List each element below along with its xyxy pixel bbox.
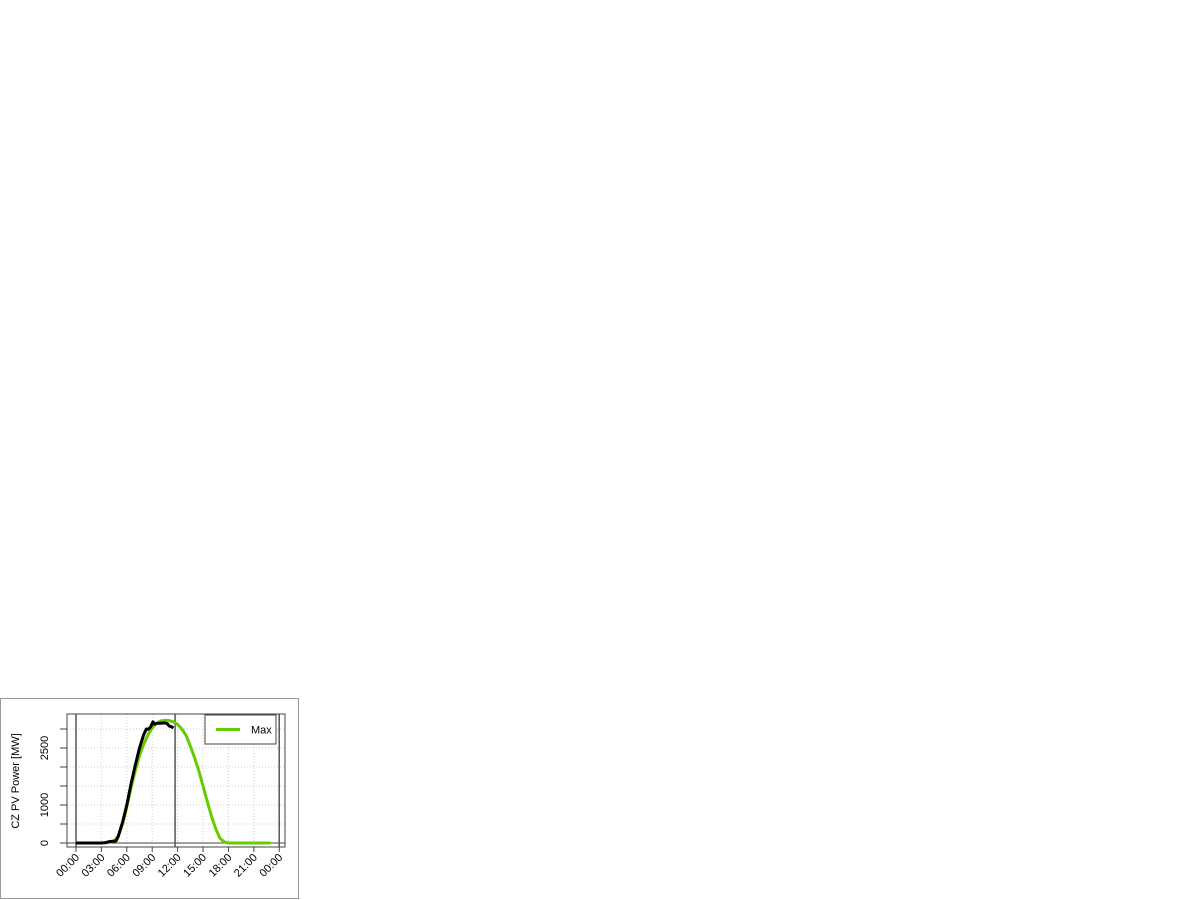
y-tick-label: 2500 (39, 736, 51, 760)
vertical-markers (75, 714, 280, 847)
x-axis: 00:0003:0006:0009:0012:0015:0018:0021:00… (54, 847, 285, 880)
x-tick-label: 12:00 (156, 852, 184, 880)
x-tick-label: 09:00 (130, 852, 158, 880)
x-tick-label: 00:00 (257, 852, 285, 880)
y-tick-label: 1000 (39, 793, 51, 817)
x-tick-label: 06:00 (105, 852, 133, 880)
legend: Max (204, 714, 277, 745)
x-tick-label: 00:00 (54, 852, 82, 880)
series-group (76, 718, 271, 845)
y-tick-label: 0 (39, 840, 51, 846)
chart-frame (0, 698, 299, 899)
x-tick-label: 18:00 (207, 852, 235, 880)
series-line-actual (76, 720, 175, 845)
x-tick-label: 15:00 (181, 852, 209, 880)
plot-box (66, 713, 286, 848)
x-tick-label: 03:00 (80, 852, 108, 880)
x-tick-label: 21:00 (232, 852, 260, 880)
legend-label-max: Max (251, 725, 272, 737)
y-axis-label: CZ PV Power [MW] (10, 733, 22, 828)
y-axis: 0 1000 2500 (39, 728, 67, 846)
